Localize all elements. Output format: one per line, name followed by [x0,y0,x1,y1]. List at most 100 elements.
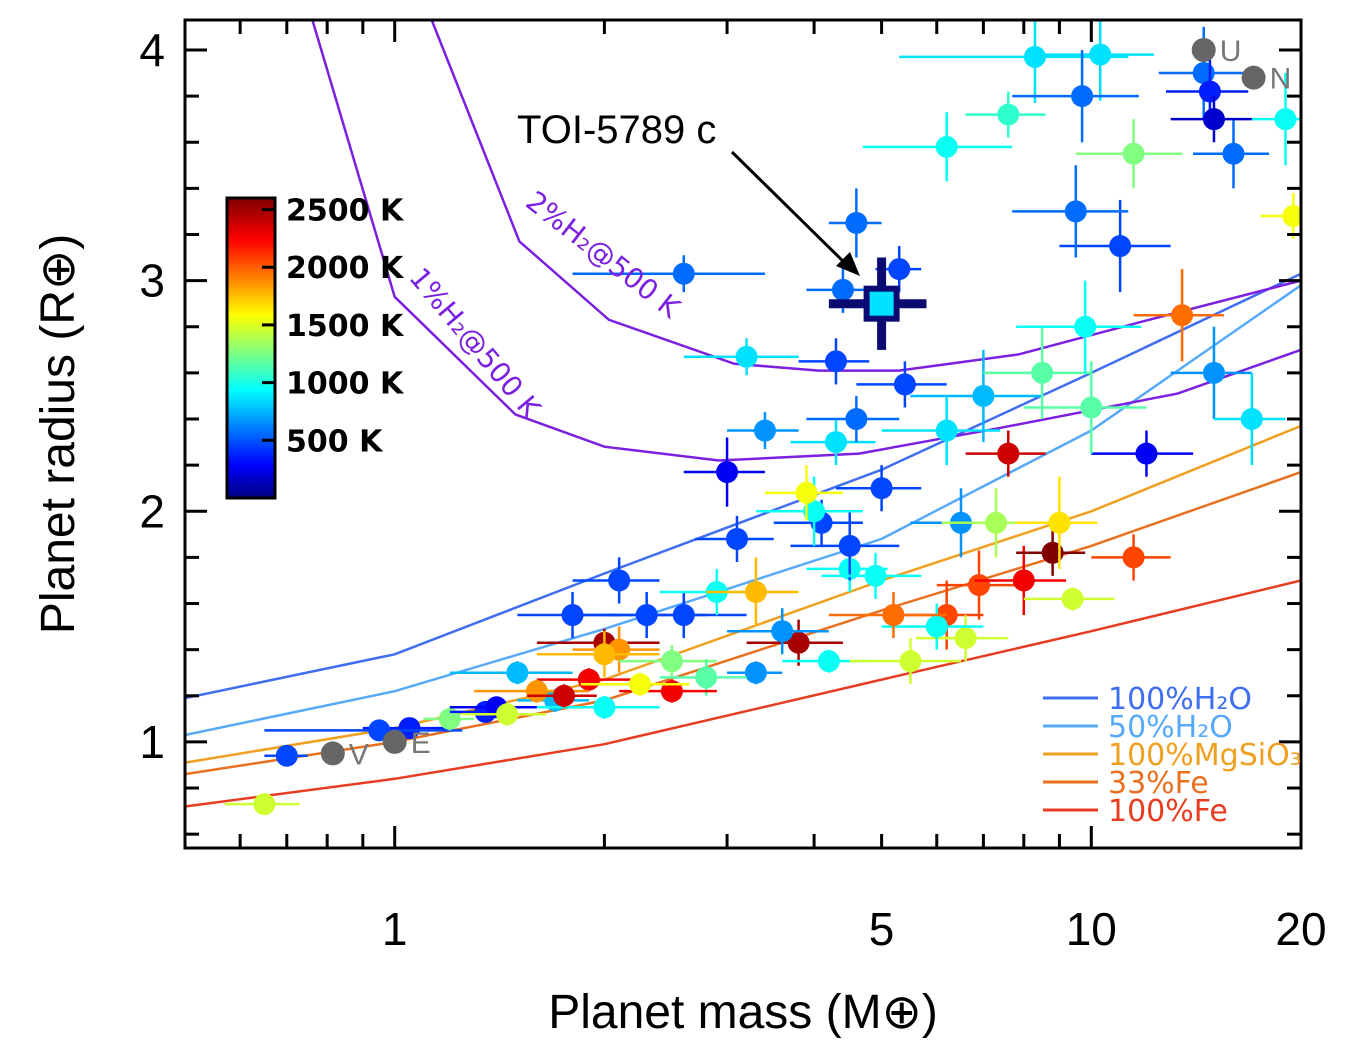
planet-marker [496,703,519,726]
planet-point [572,557,660,604]
atmosphere-curve [311,20,1301,462]
planet-point [727,661,783,685]
planet-point [1170,96,1252,143]
x-tick-label: 20 [1275,903,1326,955]
y-tick-label: 3 [139,255,165,307]
planet-point [881,603,984,650]
planet-marker [1023,45,1046,68]
legend-label: 50%H₂O [1108,710,1233,745]
planet-marker [506,661,529,684]
solar-system-planet [320,741,345,766]
legend-label: 100%Fe [1108,794,1228,829]
planet-marker [954,627,977,650]
planet-point [706,557,799,627]
planet-point [536,695,660,719]
planet-marker [1122,142,1145,165]
planet-point [790,419,876,466]
planet-point [746,619,843,666]
legend-label: 100%MgSiO₃ [1108,738,1302,773]
colorbar-label: 1500 K [286,309,405,344]
planet-marker [935,135,958,158]
planet-point [1260,192,1301,240]
composition-curve [185,272,1301,700]
highlight-label: TOI-5789 c [517,108,716,152]
planet-point [798,338,870,385]
planet-marker [660,680,683,703]
planet-marker [925,615,948,638]
planet-marker [803,500,826,523]
planet-marker [864,564,887,587]
planet-marker [1074,315,1097,338]
planet-marker [771,620,794,643]
planet-marker [845,408,868,431]
planet-point [828,188,882,258]
planet-point [224,793,300,816]
x-tick-label: 10 [1066,903,1117,955]
planet-point [1023,587,1115,611]
planet-marker [593,696,616,719]
planet-point [806,395,900,443]
planet-marker [1135,442,1158,465]
planet-marker [744,580,767,603]
colorbar [225,196,277,500]
planet-point [1091,534,1171,581]
planet-point [1251,73,1301,166]
planet-marker [845,211,868,234]
planet-marker [870,477,893,500]
colorbar-label: 500 K [286,424,384,459]
planet-point [1091,430,1194,477]
planet-marker [1109,235,1132,258]
planet-marker [253,793,276,816]
planet-marker [795,481,818,504]
planet-marker [695,666,718,689]
planet-point [264,744,308,767]
planet-point [862,112,1013,182]
y-tick-label: 2 [139,485,165,537]
planet-marker [1122,546,1145,569]
planet-marker [275,744,298,767]
solar-system-planet [382,729,407,754]
plot-frame [183,18,1303,850]
x-axis-title: Planet mass (M⊕) [548,986,938,1039]
planet-point [856,361,947,408]
planet-point [1016,476,1098,569]
planet-marker [1274,108,1297,131]
solar-system-planet [1241,65,1266,90]
composition-curve [185,470,1301,776]
planet-point [881,395,1001,466]
solar-system-label: N [1270,63,1292,96]
planet-point [764,465,843,521]
planet-marker [716,461,739,484]
solar-system-label: E [411,727,431,760]
planet-point [727,412,799,449]
planet-marker [824,431,847,454]
planet-marker [593,643,616,666]
planet-point [619,645,717,678]
planet-point [527,684,597,708]
annotation-arrow [730,150,854,272]
planet-marker [552,684,575,707]
planet-marker [899,650,922,673]
planet-point [1034,20,1154,101]
planet-marker [1064,200,1087,223]
planet-point [915,615,1009,662]
colorbar-label: 2500 K [286,194,405,229]
planet-marker [888,258,911,281]
planet-point [1170,326,1252,420]
planet-point [449,661,573,685]
planet-point [683,437,765,507]
planet-marker [608,569,631,592]
planet-marker [1198,80,1221,103]
planet-point [1016,280,1142,373]
planet-point [790,511,900,581]
planet-point [910,349,1043,443]
planet-marker [1080,396,1103,419]
planet-marker [1012,569,1035,592]
planet-point [828,591,947,639]
planet-marker [1240,408,1263,431]
colorbar-label: 1000 K [286,367,405,402]
planet-point [1165,56,1249,127]
planet-point [835,465,922,512]
planet-point [683,338,799,376]
